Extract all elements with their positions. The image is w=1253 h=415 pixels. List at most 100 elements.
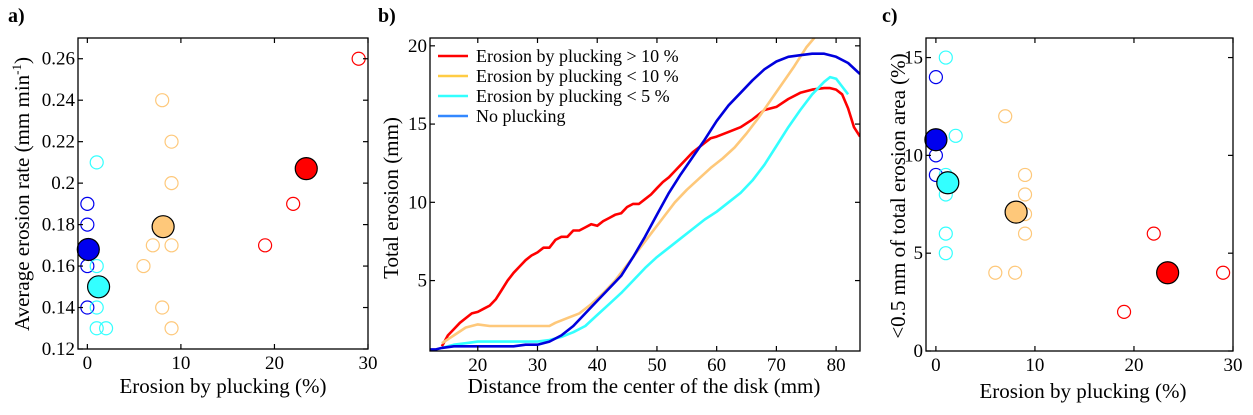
scatter-point [164, 134, 179, 149]
y-tick-label: 0.22 [42, 132, 75, 153]
panel-a-axes: 0 10 20 30 0.12 0.14 0.16 0.18 0.2 0.22 0.24 0.26 [42, 37, 378, 374]
scatter-point [145, 238, 160, 253]
panel-a-label: a) [8, 5, 25, 27]
scatter-point [155, 300, 170, 315]
panel-c-scatter: c) 0 10 20 30 0 5 10 15 Erosion by plucking (%)… [882, 5, 1243, 403]
scatter-point [1017, 226, 1033, 241]
x-tick-label: 40 [588, 355, 607, 376]
panel-b-line-chart: b) 20 30 40 50 60 70 80 5 10 15 20 Erosion by pluc… [378, 5, 861, 398]
y-tick-label: 0.12 [42, 339, 75, 360]
scatter-point [89, 155, 104, 170]
mean-point [86, 275, 111, 299]
series-line [430, 52, 860, 351]
scatter-point [938, 246, 953, 261]
scatter-point [98, 321, 114, 336]
x-tick-label: 10 [171, 353, 190, 374]
x-tick-label: 60 [707, 355, 726, 376]
x-tick-label: 0 [83, 353, 93, 374]
x-tick-label: 10 [1025, 355, 1044, 376]
y-tick-label: 0.24 [42, 90, 76, 111]
mean-point [924, 128, 948, 152]
y-tick-label: 10 [408, 192, 427, 213]
plot-frame [429, 37, 861, 352]
scatter-point [164, 321, 179, 336]
scatter-point [286, 196, 301, 211]
panel-b-lines [430, 38, 860, 351]
mean-point [151, 215, 175, 239]
scatter-point [155, 93, 170, 108]
panel-a-y-label-main: Average erosion rate (mm min [10, 74, 34, 331]
scatter-point [1215, 265, 1231, 280]
mean-point [1004, 200, 1028, 224]
x-tick-label: 80 [827, 355, 846, 376]
y-tick-label: 15 [904, 48, 923, 69]
y-tick-label: 15 [408, 114, 427, 135]
scatter-point [164, 176, 179, 191]
x-tick-label: 30 [528, 355, 547, 376]
y-tick-label: 0.26 [42, 49, 75, 70]
y-tick-label: 0.14 [42, 298, 76, 319]
x-tick-label: 70 [767, 355, 786, 376]
scatter-point [89, 321, 104, 336]
legend-label: No plucking [476, 106, 566, 126]
plot-frame [925, 37, 1234, 352]
series-line [440, 86, 860, 347]
y-tick-label: 10 [904, 145, 923, 166]
panel-a-x-axis-label: Erosion by plucking (%) [119, 374, 326, 398]
scatter-point [1146, 226, 1161, 241]
x-tick-label: 20 [1124, 355, 1143, 376]
scatter-point [257, 238, 273, 253]
plot-frame [77, 37, 369, 350]
scatter-point [938, 226, 953, 241]
legend-label: Erosion by plucking > 10 % [476, 46, 679, 66]
y-tick-label: 5 [418, 271, 428, 292]
series-line [441, 38, 816, 345]
scatter-point [998, 109, 1013, 124]
legend-label: Erosion by plucking < 10 % [476, 66, 679, 86]
panel-b-label: b) [378, 5, 396, 27]
panel-b-legend: Erosion by plucking > 10 %Erosion by plu… [438, 46, 679, 126]
x-tick-label: 30 [359, 353, 378, 374]
x-tick-label: 0 [931, 355, 941, 376]
panel-b-y-axis-label: Total erosion (mm) [379, 117, 403, 279]
scatter-point [1116, 304, 1132, 319]
panel-a-marks [76, 51, 366, 336]
series-line [441, 75, 850, 350]
y-tick-label: 0.2 [51, 173, 75, 194]
x-tick-label: 20 [468, 355, 487, 376]
y-tick-label: 0.16 [42, 256, 75, 277]
scatter-point [89, 300, 104, 315]
scatter-point [988, 265, 1003, 280]
panel-a-y-label-superscript: -1 [9, 64, 24, 75]
panel-a-scatter: a) 0 10 20 30 0.12 0.14 0.16 0.18 0.2 0.22 0.24 0.2… [8, 5, 378, 398]
scatter-point [938, 50, 953, 65]
panel-c-marks [924, 50, 1231, 319]
mean-point [936, 171, 960, 195]
panel-c-axes: 0 10 20 30 0 5 10 15 [904, 37, 1243, 376]
scatter-point [928, 70, 944, 85]
panel-b-axes: 20 30 40 50 60 70 80 5 10 15 20 [408, 36, 861, 376]
mean-point [76, 237, 100, 262]
scatter-point [948, 128, 963, 143]
scatter-point [89, 258, 104, 274]
scatter-point [1017, 187, 1033, 202]
y-tick-label: 0 [914, 341, 924, 362]
legend-label: Erosion by plucking < 5 % [476, 86, 670, 106]
y-tick-label: 20 [408, 36, 427, 57]
mean-point [1156, 261, 1180, 285]
scatter-point [80, 196, 95, 211]
scatter-point [136, 258, 151, 274]
mean-point [294, 157, 318, 181]
scatter-point [164, 238, 179, 253]
x-tick-label: 30 [1224, 355, 1243, 376]
x-tick-label: 20 [265, 353, 284, 374]
panel-a-y-axis-label: Average erosion rate (mm min-1) [9, 57, 34, 331]
panel-c-x-axis-label: Erosion by plucking (%) [979, 379, 1186, 403]
scatter-point [1017, 167, 1033, 183]
x-tick-label: 50 [647, 355, 666, 376]
scatter-point [1008, 265, 1023, 280]
y-tick-label: 0.18 [42, 215, 75, 236]
panel-c-y-axis-label: <0.5 mm of total erosion area (%) [886, 53, 910, 338]
panel-b-x-axis-label: Distance from the center of the disk (mm… [468, 374, 821, 398]
